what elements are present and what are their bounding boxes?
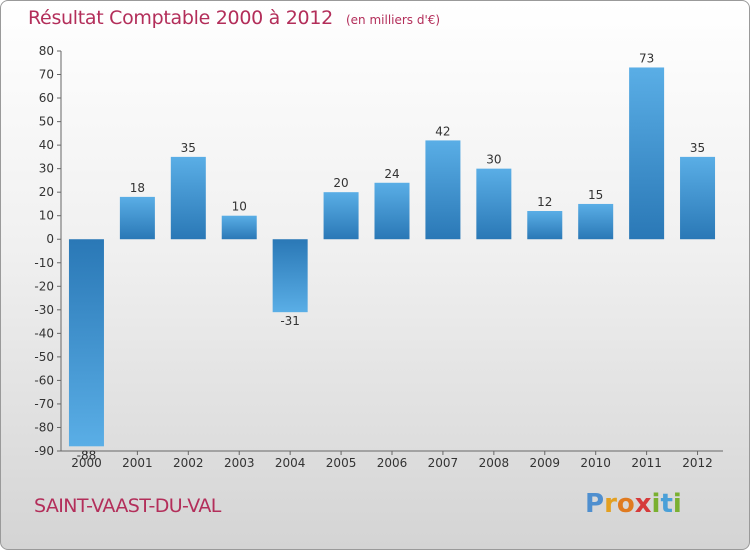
x-tick-label: 2011 [631,456,662,470]
x-tick-label: 2006 [377,456,408,470]
x-tick-label: 2007 [428,456,459,470]
data-label: 12 [537,195,552,209]
data-label: 10 [232,200,247,214]
x-tick-label: 2008 [479,456,510,470]
data-label: 15 [588,188,603,202]
logo-letter: o [616,489,635,519]
data-label: 20 [333,176,348,190]
y-tick-label: 50 [39,115,54,129]
x-tick-label: 2002 [173,456,204,470]
bar [425,140,461,240]
y-tick-label: -70 [34,397,54,411]
data-label: 42 [435,124,450,138]
data-label: 35 [690,141,705,155]
data-label: 30 [486,153,501,167]
y-tick-label: -80 [34,420,54,434]
y-tick-label: 40 [39,138,54,152]
x-tick-label: 2003 [224,456,255,470]
data-label: 18 [130,181,145,195]
chart-subtitle: (en milliers d'€) [345,13,441,27]
data-label: -31 [280,314,300,328]
y-tick-label: 80 [39,44,54,58]
y-tick-label: 60 [39,91,54,105]
bar [272,239,308,313]
bar [68,239,104,447]
x-tick-label: 2001 [122,456,153,470]
bar [578,203,614,240]
logo-letter: r [604,489,617,519]
y-tick-label: -40 [34,326,54,340]
chart-title: Résultat Comptable 2000 à 2012 [28,7,333,29]
bar [374,182,410,240]
data-labels: -88 18 35 10 -31 20 24 42 30 12 15 73 35 [77,51,706,462]
y-tick-label: -10 [34,256,54,270]
x-tick-label: 2004 [275,456,306,470]
bar [170,156,206,240]
y-tick-label: -30 [34,303,54,317]
x-tick-label: 2010 [580,456,611,470]
x-tick-label: 2012 [682,456,713,470]
title-row: Résultat Comptable 2000 à 2012 (en milli… [28,7,440,29]
y-tick-label: -50 [34,350,54,364]
y-tick-label: 10 [39,209,54,223]
y-tick-label: 20 [39,185,54,199]
bars [68,67,716,447]
y-tick-label: -20 [34,279,54,293]
bar [629,67,665,240]
y-tick-label: -90 [34,444,54,458]
y-tick-label: 0 [46,232,54,246]
y-tick-label: 30 [39,162,54,176]
data-label: 35 [181,141,196,155]
bar [680,156,716,240]
bar [119,196,155,240]
logo-letter: t [660,489,673,519]
x-tick-label: 2009 [529,456,560,470]
bar [476,168,512,240]
logo-letter: i [651,489,661,519]
logo-letter: i [672,489,682,519]
data-label: -88 [77,448,97,462]
bar [323,192,359,240]
data-label: 73 [639,51,654,65]
axes: 80706050403020100-10-20-30-40-50-60-70-8… [34,44,723,470]
bar [221,215,257,240]
x-tick-label: 2005 [326,456,357,470]
bar [527,211,563,240]
commune-name: SAINT-VAAST-DU-VAL [34,495,221,517]
data-label: 24 [384,167,399,181]
proxiti-logo: Proxiti [585,489,682,519]
logo-letter: x [634,489,652,519]
y-tick-label: -60 [34,373,54,387]
x-tick-label: 2000 [71,456,102,470]
y-tick-label: 70 [39,68,54,82]
logo-letter: P [585,489,605,519]
